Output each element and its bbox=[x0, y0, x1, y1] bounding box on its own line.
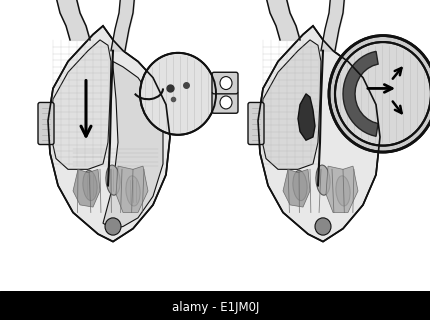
Text: alamy - E1JM0J: alamy - E1JM0J bbox=[172, 300, 258, 314]
Polygon shape bbox=[258, 26, 379, 242]
Circle shape bbox=[334, 42, 430, 146]
FancyBboxPatch shape bbox=[38, 102, 54, 145]
Polygon shape bbox=[259, 40, 320, 169]
Ellipse shape bbox=[335, 176, 349, 206]
Polygon shape bbox=[48, 26, 169, 242]
FancyBboxPatch shape bbox=[212, 92, 237, 113]
Ellipse shape bbox=[106, 165, 120, 195]
FancyBboxPatch shape bbox=[247, 102, 264, 145]
Circle shape bbox=[314, 218, 330, 235]
Circle shape bbox=[219, 96, 231, 109]
Ellipse shape bbox=[292, 171, 306, 201]
Ellipse shape bbox=[126, 176, 140, 206]
Polygon shape bbox=[73, 169, 100, 207]
Polygon shape bbox=[0, 291, 430, 320]
Ellipse shape bbox=[83, 171, 97, 201]
Polygon shape bbox=[297, 94, 314, 140]
Ellipse shape bbox=[315, 165, 329, 195]
Circle shape bbox=[219, 76, 231, 90]
Polygon shape bbox=[116, 166, 147, 212]
Polygon shape bbox=[342, 51, 377, 136]
Circle shape bbox=[328, 36, 430, 152]
FancyBboxPatch shape bbox=[212, 72, 237, 94]
Polygon shape bbox=[325, 166, 357, 212]
Circle shape bbox=[140, 53, 215, 135]
Polygon shape bbox=[283, 169, 309, 207]
Circle shape bbox=[105, 218, 121, 235]
Polygon shape bbox=[50, 40, 111, 169]
Polygon shape bbox=[103, 61, 163, 229]
